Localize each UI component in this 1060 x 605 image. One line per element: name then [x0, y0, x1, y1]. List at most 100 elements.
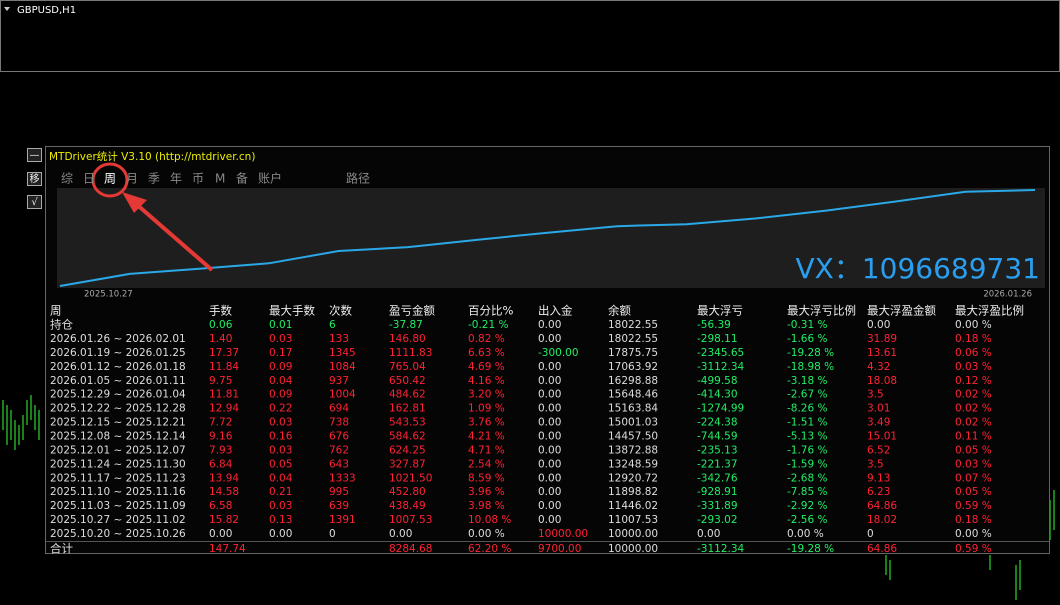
equity-curve — [59, 189, 1036, 287]
cell: 3.98 % — [468, 500, 505, 512]
cell: -221.37 — [697, 458, 738, 470]
side-button[interactable] — [27, 172, 42, 186]
cell: -235.13 — [697, 444, 738, 456]
cell: 14.58 — [209, 486, 239, 498]
cell: -928.91 — [697, 486, 738, 498]
cell: 4.71 % — [468, 444, 505, 456]
cell: 0.00 % — [468, 528, 505, 540]
cell: -0.21 % — [468, 319, 509, 331]
cell: 18.02 — [867, 514, 897, 526]
cell: 62.20 % — [468, 543, 511, 555]
cell: 64.86 — [867, 500, 897, 512]
cell: 9700.00 — [538, 543, 581, 555]
tab[interactable]: 账户 — [258, 171, 282, 186]
cell: 327.87 — [389, 458, 426, 470]
cell: 1391 — [329, 514, 356, 526]
cell: 0.21 — [269, 486, 292, 498]
cell: -2.92 % — [787, 500, 828, 512]
cell: 4.32 — [867, 361, 890, 373]
cell: 7.72 — [209, 417, 232, 429]
cell: 10000.00 — [608, 528, 658, 540]
cell: 0.00 — [538, 403, 561, 415]
cell: 0.03 % — [955, 361, 992, 373]
curve-start-label: 2025.10.27 — [84, 290, 133, 300]
cell: 0.00 — [538, 514, 561, 526]
tab[interactable]: 路径 — [346, 171, 370, 186]
cell: -300.00 — [538, 347, 579, 359]
cell: -342.76 — [697, 472, 738, 484]
tab[interactable]: M — [215, 172, 225, 186]
row-label: 2026.01.05 ~ 2026.01.11 — [50, 375, 186, 387]
cell: -1.59 % — [787, 458, 828, 470]
cell: 0.00 — [538, 333, 561, 345]
cell: 13872.88 — [608, 444, 658, 456]
cell: 3.76 % — [468, 417, 505, 429]
cell: -8.26 % — [787, 403, 828, 415]
tab[interactable]: 月 — [126, 172, 138, 186]
tab[interactable]: 日 — [83, 172, 95, 186]
cell: 0.00 — [538, 472, 561, 484]
cell: -293.02 — [697, 514, 738, 526]
tab[interactable]: 备 — [236, 172, 248, 186]
cell: -2.56 % — [787, 514, 828, 526]
cell: 0.03 — [269, 500, 292, 512]
row-label: 2025.11.17 ~ 2025.11.23 — [50, 472, 186, 484]
column-header: 周 — [50, 304, 62, 318]
column-header: 最大浮亏比例 — [787, 304, 856, 318]
cell: 0.03 — [269, 417, 292, 429]
tab[interactable]: 年 — [170, 172, 182, 186]
cell: 995 — [329, 486, 349, 498]
cell: 0.82 % — [468, 333, 505, 345]
price-bars — [2, 395, 1055, 600]
cell: 9.16 — [209, 431, 233, 443]
tab[interactable]: 周 — [104, 172, 116, 186]
cell: 0.00 — [269, 528, 292, 540]
cell: -499.58 — [697, 375, 738, 387]
cell: 0.59 % — [955, 500, 992, 512]
cell: 624.25 — [389, 444, 426, 456]
cell: 6 — [329, 319, 336, 331]
side-button[interactable] — [27, 148, 42, 162]
cell: 3.49 — [867, 417, 890, 429]
row-label: 2025.12.29 ~ 2026.01.04 — [50, 389, 186, 401]
cell: 543.53 — [389, 417, 426, 429]
cell: -2.67 % — [787, 389, 828, 401]
cell: 0.00 — [867, 319, 890, 331]
menu-arrow[interactable] — [4, 7, 10, 11]
cell: 11446.02 — [608, 500, 658, 512]
cell: -1274.99 — [697, 403, 744, 415]
cell: 31.89 — [867, 333, 897, 345]
cell: -298.11 — [697, 333, 738, 345]
tab[interactable]: 季 — [148, 172, 160, 186]
cell: 0.00 — [538, 486, 561, 498]
cell: 0.17 — [269, 347, 292, 359]
cell: 11007.53 — [608, 514, 658, 526]
cell: 1004 — [329, 389, 356, 401]
cell: 6.52 — [867, 444, 890, 456]
cell: 643 — [329, 458, 349, 470]
cell: 738 — [329, 417, 349, 429]
cell: 0.16 — [269, 431, 293, 443]
cell: 15.82 — [209, 514, 239, 526]
tab[interactable]: 综 — [61, 172, 73, 186]
row-label: 2026.01.26 ~ 2026.02.01 — [50, 333, 186, 345]
cell: 7.93 — [209, 444, 232, 456]
annotation — [91, 162, 214, 272]
cell: -18.98 % — [787, 361, 834, 373]
cell: 15001.03 — [608, 417, 658, 429]
cell: 0.00 — [209, 528, 232, 540]
cell: 0.00 — [538, 444, 561, 456]
cell: 765.04 — [389, 361, 426, 373]
side-button-label: 移 — [30, 172, 40, 185]
side-button[interactable] — [27, 195, 42, 209]
row-label: 2025.11.24 ~ 2025.11.30 — [50, 458, 186, 470]
column-header: 次数 — [329, 304, 352, 318]
cell: 0.00 — [697, 528, 720, 540]
panel-title: MTDriver统计 V3.10 (http://mtdriver.cn) — [49, 150, 255, 163]
tab[interactable]: 币 — [192, 172, 204, 186]
column-header: 百分比% — [468, 304, 513, 318]
cell: 0.09 — [269, 361, 292, 373]
cell: 18.08 — [867, 375, 897, 387]
column-header: 手数 — [209, 304, 232, 318]
cell: 17.37 — [209, 347, 239, 359]
